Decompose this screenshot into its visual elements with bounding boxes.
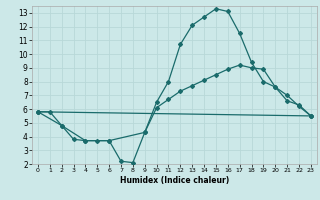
X-axis label: Humidex (Indice chaleur): Humidex (Indice chaleur) bbox=[120, 176, 229, 185]
